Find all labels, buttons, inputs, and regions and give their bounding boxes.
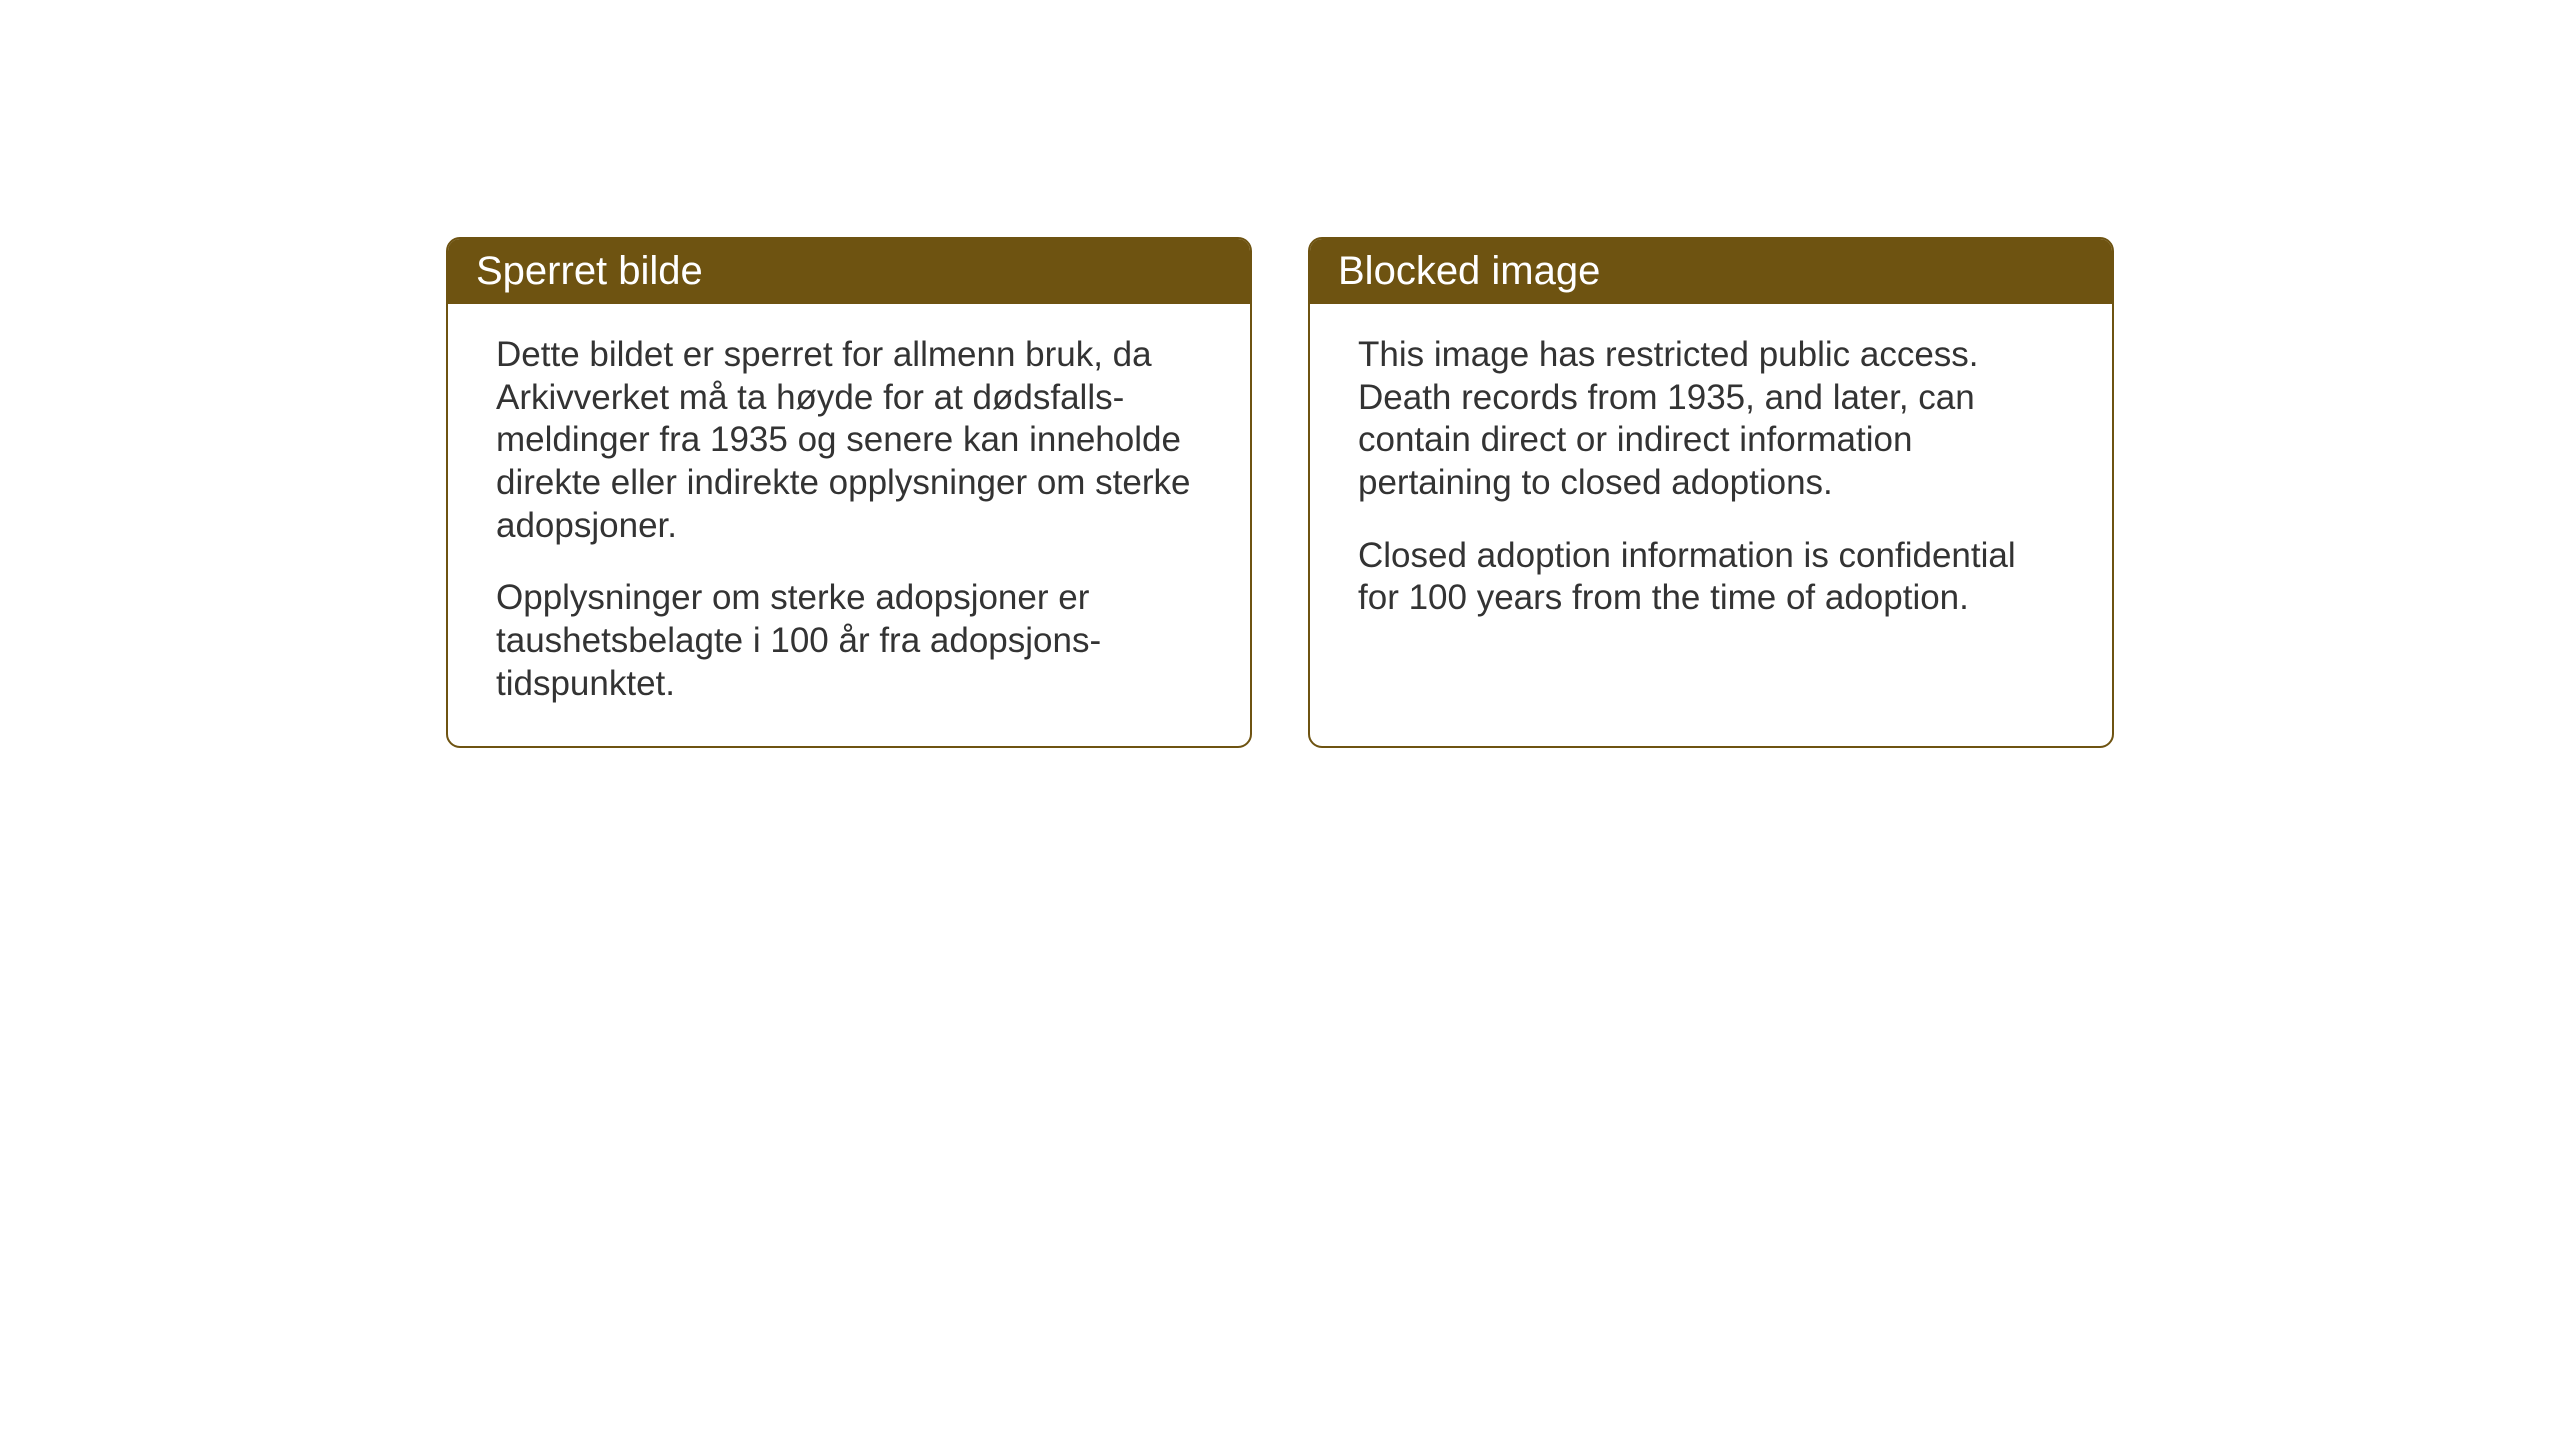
card-paragraph-2-english: Closed adoption information is confident… bbox=[1358, 535, 2064, 620]
cards-container: Sperret bilde Dette bildet er sperret fo… bbox=[446, 237, 2114, 748]
card-header-norwegian: Sperret bilde bbox=[448, 239, 1250, 304]
card-body-english: This image has restricted public access.… bbox=[1310, 304, 2112, 660]
card-english: Blocked image This image has restricted … bbox=[1308, 237, 2114, 748]
card-paragraph-2-norwegian: Opplysninger om sterke adopsjoner er tau… bbox=[496, 577, 1202, 705]
card-paragraph-1-norwegian: Dette bildet er sperret for allmenn bruk… bbox=[496, 334, 1202, 547]
card-title-norwegian: Sperret bilde bbox=[476, 249, 703, 293]
card-header-english: Blocked image bbox=[1310, 239, 2112, 304]
card-title-english: Blocked image bbox=[1338, 249, 1600, 293]
card-body-norwegian: Dette bildet er sperret for allmenn bruk… bbox=[448, 304, 1250, 746]
card-norwegian: Sperret bilde Dette bildet er sperret fo… bbox=[446, 237, 1252, 748]
card-paragraph-1-english: This image has restricted public access.… bbox=[1358, 334, 2064, 505]
